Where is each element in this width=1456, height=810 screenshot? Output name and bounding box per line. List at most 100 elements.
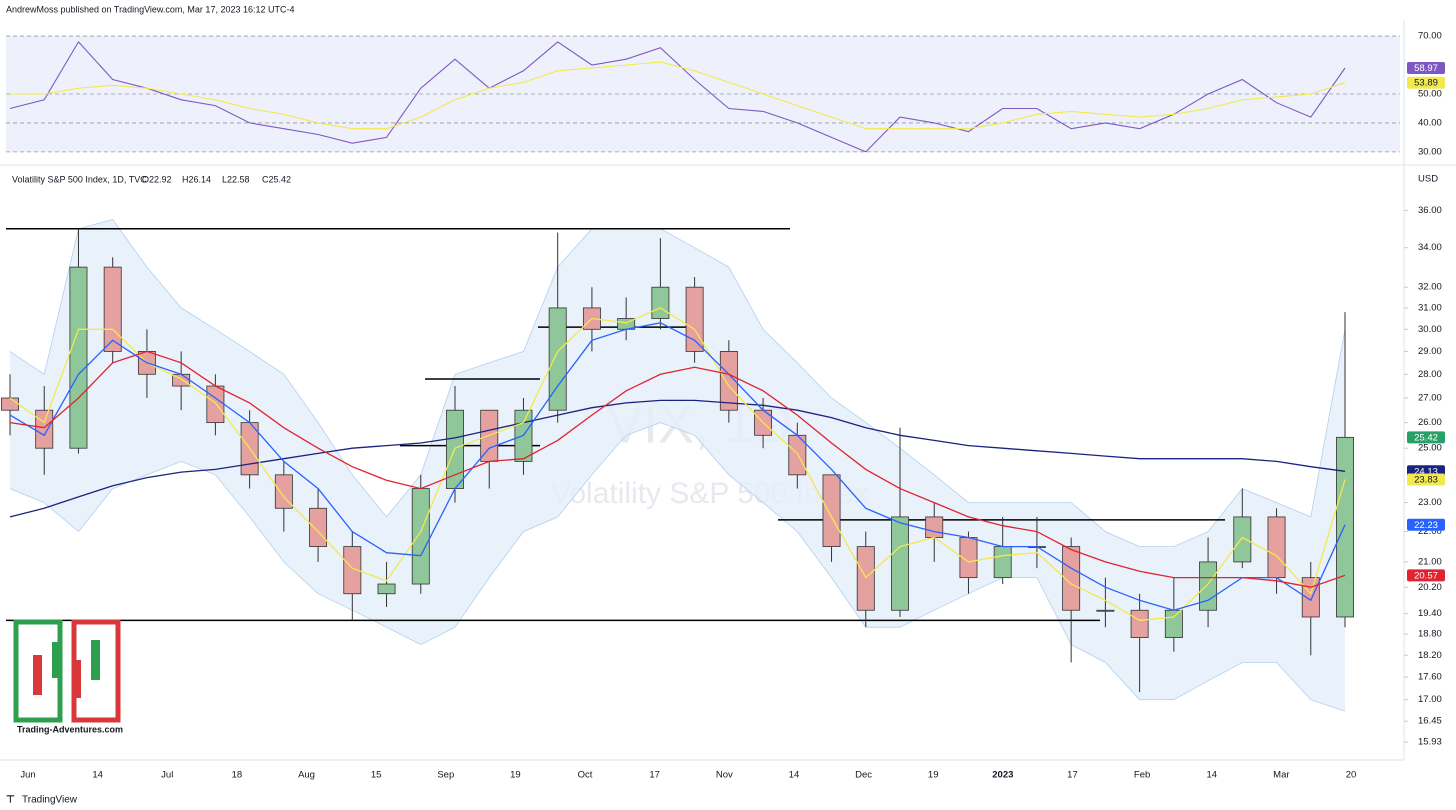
y-tick-label: 18.20 [1418,650,1442,661]
x-tick-label: Jun [20,770,35,781]
y-tick-label: 30.00 [1418,324,1442,335]
symbol-title: Volatility S&P 500 Index, 1D, TVC [12,174,147,184]
y-tick-label: 17.60 [1418,672,1442,683]
y-tick-label: 16.45 [1418,716,1442,727]
candle-body [719,351,738,411]
indicator-line [10,61,1346,130]
y-tick-label: 40.00 [1418,117,1442,128]
y-tick-label: 31.00 [1418,302,1442,313]
candle-body [411,488,430,585]
footer-icon: ⊤ [6,795,15,806]
y-tick-label: 34.00 [1418,242,1442,253]
y-tick-label: 18.80 [1418,629,1442,640]
y-tick-label: 22.00 [1418,526,1442,537]
price-badge-label: 53.89 [1414,78,1438,89]
moving-average [9,350,1346,588]
y-tick-label: 70.00 [1418,31,1442,42]
candle-body [1062,546,1081,611]
x-tick-label: Jul [161,770,173,781]
x-tick-label: 17 [649,770,660,781]
price-badge-label: 20.57 [1414,570,1438,581]
price-badge [1407,431,1445,444]
candle-body [69,266,88,449]
candle-body [548,307,567,411]
moving-average [9,307,1346,622]
y-tick-label: 19.40 [1418,608,1442,619]
price-badge-label: 58.97 [1414,63,1438,74]
y-tick-label: 21.00 [1418,556,1442,567]
candle-body [925,516,944,538]
x-tick-label: Dec [855,770,872,781]
candle-body [274,474,293,509]
x-tick-label: 17 [1067,770,1078,781]
candle-body [35,409,54,449]
price-badge [1407,76,1445,89]
logo: Trading-Adventures.com [13,619,123,734]
y-tick-label: 15.93 [1418,737,1442,748]
x-tick-label: Mar [1273,770,1289,781]
candle-body [1267,516,1286,579]
price-badge [1407,569,1445,582]
ohlc-value: L22.58 [222,174,250,184]
x-tick-label: 14 [92,770,103,781]
x-tick-label: 14 [1206,770,1217,781]
y-tick-label: 29.00 [1418,346,1442,357]
y-tick-label: 26.00 [1418,417,1442,428]
price-badge-label: 25.42 [1414,432,1438,443]
x-tick-label: Aug [298,770,315,781]
price-badge-label: 23.83 [1414,474,1438,485]
candle-body [1336,436,1354,618]
ohlc-value: H26.14 [182,174,211,184]
x-tick-label: 19 [510,770,521,781]
price-badge [1407,473,1445,486]
ohlc-value: C25.42 [262,174,291,184]
logo-candle [72,660,81,698]
band-line [9,422,1346,712]
candle-body [1233,516,1252,563]
candle-body [1096,609,1115,612]
moving-average [9,322,1346,611]
logo-candle [91,640,100,680]
candle-body [1,397,19,411]
y-tick-label: 20.20 [1418,582,1442,593]
footer-brand: TradingView [22,795,78,806]
candle-body [1164,609,1183,638]
candle-body [993,546,1012,579]
candle-body [377,583,396,595]
logo-candle [52,642,61,678]
logo-text: Trading-Adventures.com [17,724,123,734]
candle-body [309,507,328,547]
ohlc-value: O22.92 [142,174,172,184]
candle-body [343,546,362,595]
candle-body [1301,577,1320,618]
x-tick-label: 15 [371,770,382,781]
candle-body [103,266,122,352]
x-tick-label: 18 [232,770,243,781]
logo-bg [16,622,118,720]
x-tick-label: Sep [437,770,454,781]
x-tick-label: Feb [1134,770,1150,781]
y-tick-label: 17.00 [1418,694,1442,705]
band-line [9,219,1346,547]
price-badge [1407,62,1445,75]
price-badge-label: 24.13 [1414,466,1438,477]
x-tick-label: Oct [578,770,593,781]
candle-body [1199,561,1218,611]
x-tick-label: Nov [716,770,733,781]
x-tick-label: 19 [928,770,939,781]
candle-body [651,286,670,319]
x-tick-label: 14 [789,770,800,781]
y-tick-label: 27.00 [1418,393,1442,404]
candle-body [685,286,704,352]
plot-layer: 30.00 40.00 50.00 70.00 58.97 53.89 15.93 16.45… [1,31,1445,781]
y-tick-label: 23.00 [1418,497,1442,508]
publish-info: AndrewMoss published on TradingView.com,… [6,4,295,14]
candle-body [891,516,909,611]
y-tick-label: 30.00 [1418,146,1442,157]
logo-candle [33,655,42,695]
candle-body [1130,609,1149,638]
y-tick-label: 36.00 [1418,205,1442,216]
candle-body [206,385,225,424]
x-tick-label: 2023 [992,770,1013,781]
